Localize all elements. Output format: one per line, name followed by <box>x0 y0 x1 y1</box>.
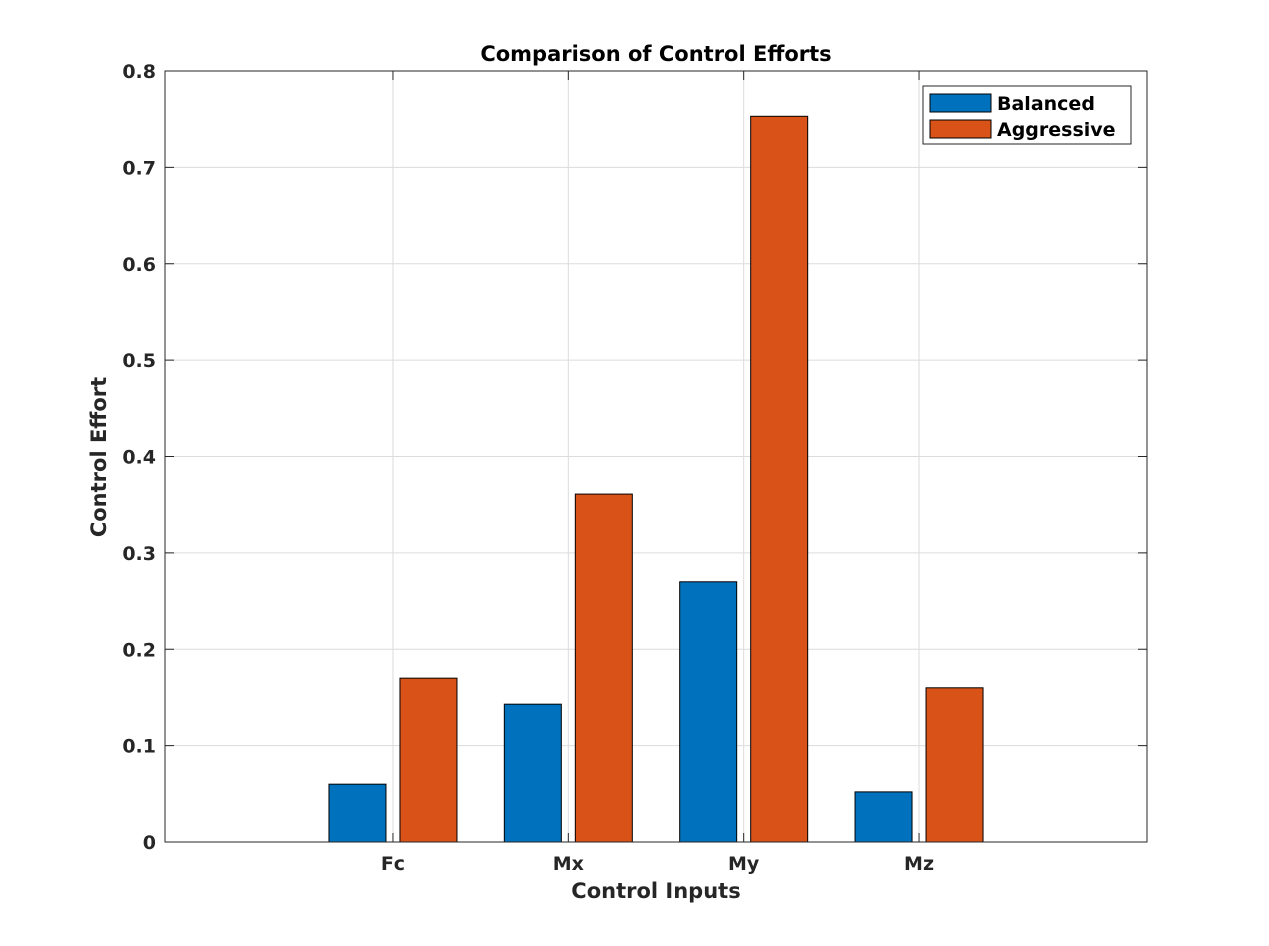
chart-title: Comparison of Control Efforts <box>480 42 831 66</box>
bar-balanced-my <box>679 581 738 843</box>
axis-ticks: 0 0.1 0.2 0.3 0.4 0.5 0.6 0.7 0.8 Fc Mx My Mz <box>122 61 1147 875</box>
x-tick-label: Mx <box>553 853 584 875</box>
bar-aggressive-mx <box>574 493 633 843</box>
bar-balanced-mx <box>503 703 562 843</box>
x-tick-label: Fc <box>381 853 405 875</box>
legend: Balanced Aggressive <box>922 85 1132 145</box>
legend-swatch-balanced <box>929 93 992 113</box>
y-tick-label: 0.2 <box>122 639 156 661</box>
bar-balanced-fc <box>328 783 387 843</box>
y-tick-label: 0.1 <box>122 736 156 758</box>
y-tick-label: 0.8 <box>122 61 156 83</box>
y-tick-label: 0.3 <box>122 543 156 565</box>
y-tick-label: 0.7 <box>122 157 156 179</box>
x-tick-label: My <box>728 853 760 875</box>
x-tick-label: Mz <box>904 853 934 875</box>
x-axis-label: Control Inputs <box>571 879 740 903</box>
bar-aggressive-my <box>750 115 809 843</box>
bar-balanced-mz <box>854 791 913 843</box>
y-tick-label: 0 <box>143 832 156 854</box>
legend-swatch-aggressive <box>929 119 992 139</box>
legend-label-aggressive: Aggressive <box>997 119 1116 141</box>
y-tick-label: 0.6 <box>122 254 156 276</box>
y-axis-label: Control Effort <box>87 377 111 537</box>
bar-aggressive-fc <box>399 677 458 843</box>
bar-aggressive-mz <box>925 687 984 843</box>
legend-label-balanced: Balanced <box>997 93 1095 115</box>
y-tick-label: 0.4 <box>122 447 156 469</box>
grid-lines <box>165 71 1147 842</box>
bars <box>328 115 984 843</box>
y-tick-label: 0.5 <box>122 350 156 372</box>
